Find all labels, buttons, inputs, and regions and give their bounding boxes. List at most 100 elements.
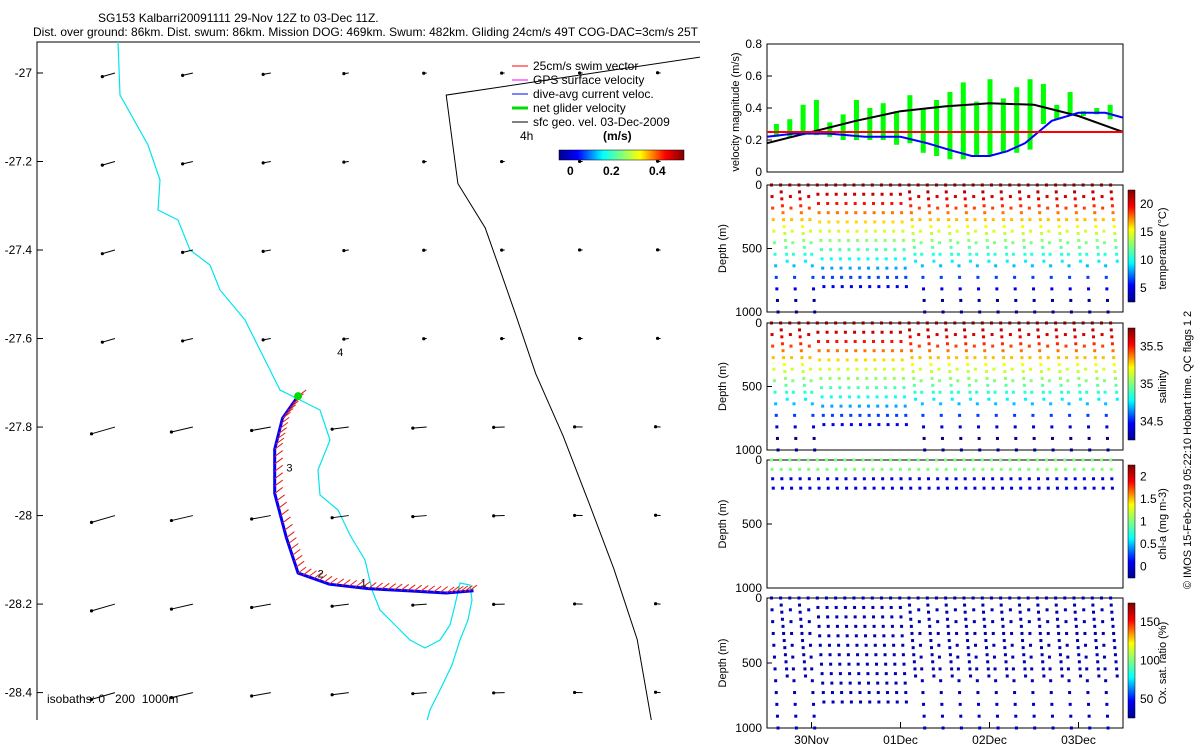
profile-point [986,252,990,256]
profile-point [1063,183,1067,187]
profile-point [1094,231,1098,235]
profile-point [903,672,907,676]
profile-point [972,195,976,199]
profile-point [892,376,896,380]
profile-point [987,674,991,678]
profile-point [909,624,913,628]
profile-point [1040,653,1044,657]
profile-point [948,231,952,235]
swim-vector [354,580,364,588]
profile-point [985,653,989,657]
profile-point [1027,608,1031,612]
profile-point [848,681,852,685]
surface-vector-head [169,430,174,434]
profile-point [935,333,939,337]
profile-point [1049,679,1053,683]
time-xtick-label: 01Dec [883,733,918,747]
profile-point [854,624,858,628]
profile-point [1072,458,1076,462]
profile-point [806,183,810,187]
profile-point [1104,679,1108,683]
profile-point [812,714,816,718]
profile-point [900,358,904,362]
profile-point [808,486,812,490]
surface-vector-head [330,604,334,608]
profile-point [990,195,994,199]
profile-point [1027,206,1031,210]
net-velocity-bar [1107,104,1113,120]
surface-vector [182,72,193,76]
profile-point [1022,660,1026,664]
profile-point [1000,610,1004,614]
profile-point [1000,486,1004,490]
profile-point [1091,328,1095,332]
profile-point [1023,390,1027,394]
profile-point [866,395,870,399]
profile-point [1005,667,1009,671]
profile-point [966,639,970,643]
profile-point [1057,218,1061,222]
profile-point [992,241,996,245]
profile-point [827,220,831,224]
profile-point [974,379,978,383]
depth-ytick-label: 0 [755,591,762,605]
surface-vector [182,161,193,165]
profile-point [1041,390,1045,394]
profile-point [1055,477,1059,481]
profile-point [771,344,775,348]
profile-point [769,321,773,325]
profile-point [838,257,842,261]
map-ytick-label: -27.6 [5,332,33,346]
profile-point [816,192,820,196]
swim-vector [282,516,291,524]
profile-point [885,275,889,279]
profile-point [853,339,857,343]
profile-point [1095,653,1099,657]
profile-point [1045,608,1049,612]
profile-point [815,458,819,462]
profile-point [907,458,911,462]
profile-point [973,356,977,360]
profile-point [782,218,786,222]
profile-point [1019,624,1023,628]
profile-point [978,310,982,314]
profile-point [825,330,829,334]
profile-point [1010,486,1014,490]
profile-point [780,204,784,208]
profile-point [981,197,985,201]
profile-point [807,206,811,210]
profile-point [1044,458,1048,462]
profile-point [865,376,869,380]
surface-vector [102,249,116,255]
profile-point [848,395,852,399]
profile-point [1049,691,1053,695]
profile-point [890,211,894,215]
profile-point [789,206,793,210]
swim-vector [374,582,384,590]
profile-point [821,681,825,685]
profile-point [867,275,871,279]
profile-point [812,425,816,429]
profile-point [1000,617,1004,621]
net-velocity-bar [907,95,913,144]
profile-point [846,229,850,233]
profile-point [877,285,881,289]
profile-point [769,183,773,187]
profile-point [828,376,832,380]
depth-ytick-label: 0 [755,453,762,467]
profile-point [903,257,907,261]
profile-point [880,192,884,196]
surface-vector-head [655,248,660,252]
profile-point [773,390,777,394]
net-velocity-bar [1000,98,1006,153]
profile-point [846,643,850,647]
profile-point [1066,390,1070,394]
profile-point [871,339,875,343]
profile-point [775,714,779,718]
profile-point [858,691,862,695]
profile-point [936,206,940,210]
profile-point [854,220,858,224]
profile-point [939,679,943,683]
profile-point [838,672,842,676]
profile-point [827,643,831,647]
